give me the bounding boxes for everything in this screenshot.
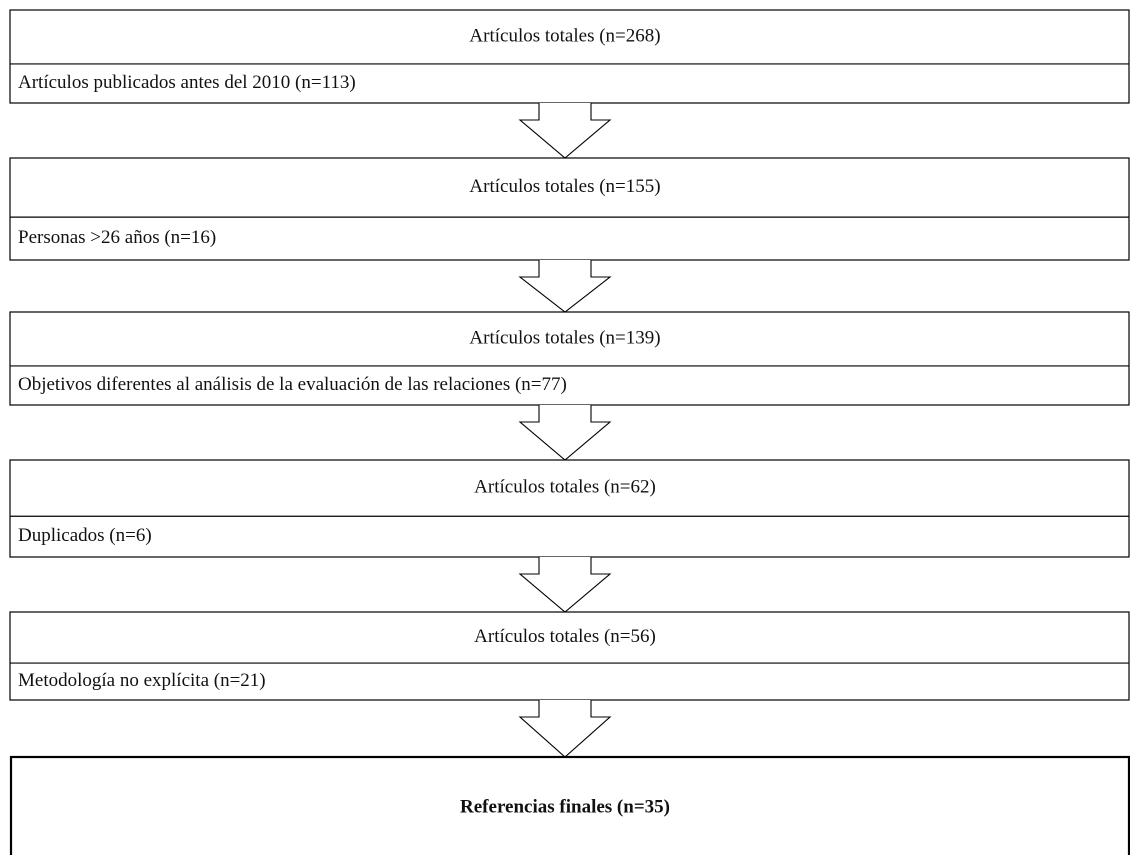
- stage-total: Artículos totales (n=56): [474, 626, 656, 647]
- stage-box: [9, 9, 1130, 104]
- stage-total: Artículos totales (n=62): [474, 476, 656, 497]
- final-box: [9, 755, 1130, 855]
- stage-excluded: Metodología no explícita (n=21): [18, 670, 266, 691]
- stage-excluded: Duplicados (n=6): [18, 525, 152, 546]
- down-arrow: [518, 260, 612, 313]
- stage-excluded: Artículos publicados antes del 2010 (n=1…: [18, 72, 356, 93]
- down-arrow: [518, 557, 612, 613]
- stage-excluded: Objetivos diferentes al análisis de la e…: [18, 374, 567, 395]
- stage-total: Artículos totales (n=139): [469, 327, 660, 348]
- stage-box: [9, 459, 1130, 558]
- final-label: Referencias finales (n=35): [460, 796, 670, 817]
- stage-box: [9, 311, 1130, 406]
- stage-excluded: Personas >26 años (n=16): [18, 227, 216, 248]
- stage-total: Artículos totales (n=155): [469, 176, 660, 197]
- stage-box: [9, 157, 1130, 261]
- down-arrow: [518, 103, 612, 159]
- stage-box: [9, 611, 1130, 701]
- stage-total: Artículos totales (n=268): [469, 25, 660, 46]
- down-arrow: [518, 700, 612, 758]
- down-arrow: [518, 405, 612, 461]
